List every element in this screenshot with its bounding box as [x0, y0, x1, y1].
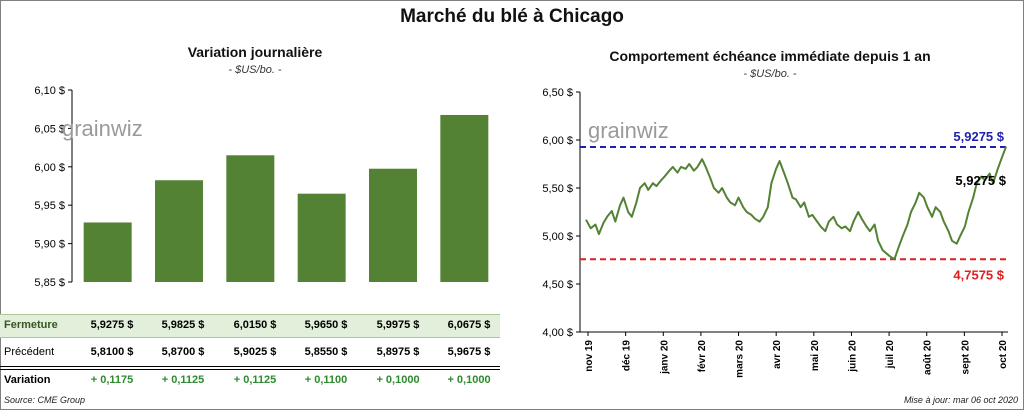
bar: [155, 180, 203, 282]
source-note: Source: CME Group: [4, 395, 86, 405]
x-tick-label: janv 20: [659, 340, 670, 375]
left-chart-unit: - $US/bo. -: [228, 64, 282, 76]
x-tick-label: juil 20: [885, 340, 896, 370]
y-tick-label: 5,50 $: [542, 183, 573, 195]
table-divider: [0, 366, 500, 367]
bar-chart: 5,85 $5,90 $5,95 $6,00 $6,05 $6,10 $ déc…: [34, 85, 489, 289]
variation-cell: + 0,1175: [90, 374, 134, 386]
x-tick-label: sept 20: [960, 340, 971, 375]
page-title: Marché du blé à Chicago: [400, 6, 624, 27]
fermeture-cell: 5,9825 $: [161, 319, 205, 331]
x-tick-label: avr 20: [772, 340, 783, 369]
y-tick-label: 5,95 $: [34, 200, 65, 212]
right-watermark: grainwiz: [588, 118, 669, 143]
y-tick-label: 6,00 $: [34, 162, 65, 174]
fermeture-cell: 6,0150 $: [233, 319, 277, 331]
bar: [226, 155, 275, 282]
last-value-label: 5,9275 $: [955, 173, 1006, 188]
fermeture-cell: 5,9650 $: [304, 319, 348, 331]
fermeture-cell: 6,0675 $: [447, 319, 491, 331]
y-tick-label: 6,10 $: [34, 85, 65, 97]
right-chart-unit: - $US/bo. -: [743, 68, 797, 80]
x-tick-label: mai 20: [810, 340, 821, 372]
x-tick-label: nov 19: [584, 340, 595, 372]
x-tick-label: juin 20: [847, 340, 858, 373]
price-series-line: [585, 146, 1007, 260]
y-tick-label: 5,90 $: [34, 239, 65, 251]
table-row-fermeture: Fermeture 5,9275 $ 5,9825 $ 6,0150 $ 5,9…: [0, 314, 500, 338]
bar: [440, 114, 489, 283]
bar: [369, 168, 417, 282]
low-value-label: 4,7575 $: [953, 267, 1004, 282]
x-tick-label: oct 20: [998, 340, 1009, 369]
y-tick-label: 6,50 $: [542, 87, 573, 99]
precedent-cell: 5,8550 $: [304, 346, 348, 358]
x-tick-label: août 20: [923, 340, 934, 375]
table-row-variation: Variation + 0,1175 + 0,1125 + 0,1125 + 0…: [0, 370, 500, 392]
y-tick-label: 6,05 $: [34, 123, 65, 135]
fermeture-cell: 5,9275 $: [90, 319, 134, 331]
precedent-cell: 5,8975 $: [376, 346, 420, 358]
left-chart-title: Variation journalière: [187, 44, 323, 60]
row-label-precedent: Précédent: [4, 346, 55, 358]
bar: [297, 193, 346, 282]
y-tick-label: 4,50 $: [542, 279, 573, 291]
line-chart: 4,00 $ 4,50 $ 5,00 $ 5,50 $ 6,00 $ 6,50 $ nov …: [542, 87, 1009, 378]
precedent-cell: 5,9675 $: [447, 346, 491, 358]
row-label-fermeture: Fermeture: [4, 319, 58, 331]
precedent-cell: 5,8700 $: [161, 346, 205, 358]
left-watermark: grainwiz: [62, 116, 143, 141]
x-tick-label: févr 20: [697, 340, 708, 373]
variation-cell: + 0,1100: [304, 374, 348, 386]
precedent-cell: 5,8100 $: [90, 346, 134, 358]
variation-cell: + 0,1125: [233, 374, 277, 386]
bar: [83, 222, 132, 282]
update-note: Mise à jour: mar 06 oct 2020: [903, 395, 1018, 405]
right-chart-title: Comportement échéance immédiate depuis 1…: [609, 48, 931, 64]
y-tick-label: 5,00 $: [542, 231, 573, 243]
fermeture-cell: 5,9975 $: [376, 319, 420, 331]
precedent-cell: 5,9025 $: [233, 346, 277, 358]
table-row-precedent: Précédent 5,8100 $ 5,8700 $ 5,9025 $ 5,8…: [0, 342, 500, 364]
x-tick-label: déc 19: [622, 340, 633, 372]
high-value-label: 5,9275 $: [953, 129, 1004, 144]
y-tick-label: 4,00 $: [542, 327, 573, 339]
table-divider: [0, 369, 500, 370]
row-label-variation: Variation: [4, 374, 51, 386]
variation-cell: + 0,1000: [447, 374, 491, 386]
y-tick-label: 5,85 $: [34, 277, 65, 289]
y-tick-label: 6,00 $: [542, 135, 573, 147]
variation-cell: + 0,1000: [376, 374, 420, 386]
variation-cell: + 0,1125: [161, 374, 205, 386]
x-tick-label: mars 20: [735, 340, 746, 378]
